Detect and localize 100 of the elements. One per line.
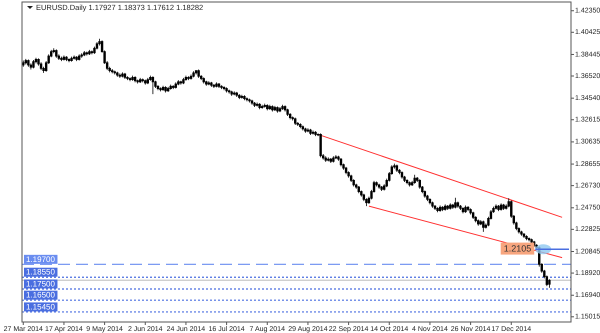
- candlestick: [116, 71, 119, 78]
- candlestick: [230, 90, 233, 96]
- candlestick: [177, 80, 180, 86]
- candlestick: [80, 52, 83, 58]
- candlestick: [169, 84, 172, 90]
- candlestick: [352, 178, 355, 187]
- candlestick: [142, 78, 144, 83]
- candlestick: [497, 204, 500, 212]
- candlestick: [172, 84, 174, 90]
- candlestick: [146, 78, 150, 84]
- candlestick: [166, 86, 170, 92]
- candlestick: [288, 112, 292, 120]
- candlestick: [294, 117, 296, 126]
- candlestick: [156, 84, 160, 91]
- candlestick: [444, 204, 446, 211]
- candlestick: [474, 216, 477, 223]
- candlestick: [152, 76, 154, 95]
- candlestick: [312, 130, 314, 135]
- candlestick: [502, 203, 505, 210]
- candlestick: [236, 92, 238, 98]
- candlestick: [253, 102, 256, 108]
- candlestick: [324, 156, 327, 162]
- candlestick: [434, 204, 436, 210]
- candlestick: [327, 157, 330, 162]
- candlestick: [40, 62, 42, 70]
- candlestick: [424, 190, 426, 198]
- candlestick: [299, 122, 302, 129]
- candlestick: [65, 56, 68, 62]
- candlestick: [192, 70, 195, 78]
- candlestick: [406, 178, 408, 185]
- candlestick: [472, 211, 474, 220]
- candlestick: [83, 50, 86, 56]
- candlestick: [494, 204, 498, 210]
- candlestick: [281, 104, 284, 110]
- candlestick: [194, 70, 198, 75]
- candlestick: [306, 128, 310, 133]
- candlestick: [220, 84, 223, 90]
- candlestick: [246, 97, 248, 102]
- candlestick: [88, 50, 91, 56]
- candlestick: [286, 108, 289, 116]
- candlestick: [182, 78, 185, 84]
- candlestick: [159, 87, 162, 92]
- candlestick: [355, 183, 358, 190]
- candlestick: [350, 174, 352, 182]
- candlestick: [396, 164, 398, 172]
- candlestick: [243, 94, 246, 101]
- candlestick: [319, 132, 322, 158]
- candlestick: [248, 98, 251, 103]
- candlestick: [469, 208, 472, 215]
- candlestick: [522, 232, 526, 238]
- candlestick: [90, 50, 94, 55]
- candlestick: [62, 55, 66, 61]
- candlestick: [118, 73, 122, 78]
- candlestick: [330, 158, 332, 164]
- candlestick: [111, 68, 114, 74]
- candlestick: [438, 205, 442, 212]
- candlestick: [456, 201, 460, 208]
- candlestick: [124, 72, 126, 80]
- candlestick: [548, 278, 551, 288]
- candlestick: [164, 86, 167, 93]
- candlestick: [250, 99, 254, 106]
- candlestick: [398, 168, 401, 175]
- candlestick: [454, 197, 457, 209]
- candlestick: [126, 76, 129, 81]
- candlestick: [332, 156, 335, 163]
- candlestick: [134, 76, 136, 83]
- candlestick: [72, 55, 76, 60]
- candlestick: [276, 106, 279, 114]
- candlestick: [266, 104, 268, 111]
- candlestick: [197, 69, 200, 78]
- candlestick: [264, 103, 266, 108]
- candlestick: [291, 116, 294, 121]
- candlestick: [304, 127, 307, 134]
- candlestick: [70, 56, 73, 62]
- candlestick: [365, 198, 368, 207]
- candlestick: [334, 154, 338, 160]
- candlestick: [441, 206, 444, 212]
- candlestick: [525, 234, 528, 241]
- candlestick: [138, 78, 142, 84]
- candlestick: [314, 130, 317, 137]
- candlestick: [131, 75, 134, 82]
- candlestick: [55, 48, 58, 58]
- candlestick: [408, 181, 411, 187]
- candlestick: [347, 171, 350, 178]
- candlestick: [477, 219, 480, 226]
- candlestick: [32, 60, 35, 69]
- candlestick: [233, 90, 236, 96]
- ref-line-label: 1.15450: [26, 302, 56, 312]
- candlestick: [378, 183, 380, 190]
- candlestick: [78, 54, 80, 61]
- candlestick: [128, 76, 132, 82]
- candlestick: [360, 190, 363, 197]
- candlestick: [210, 81, 213, 88]
- candlestick: [215, 82, 218, 88]
- candlestick: [500, 202, 502, 211]
- candlestick: [271, 104, 274, 112]
- candlestick: [284, 104, 286, 112]
- candlestick: [446, 204, 449, 210]
- candlestick: [228, 89, 230, 94]
- candlestick: [180, 80, 182, 86]
